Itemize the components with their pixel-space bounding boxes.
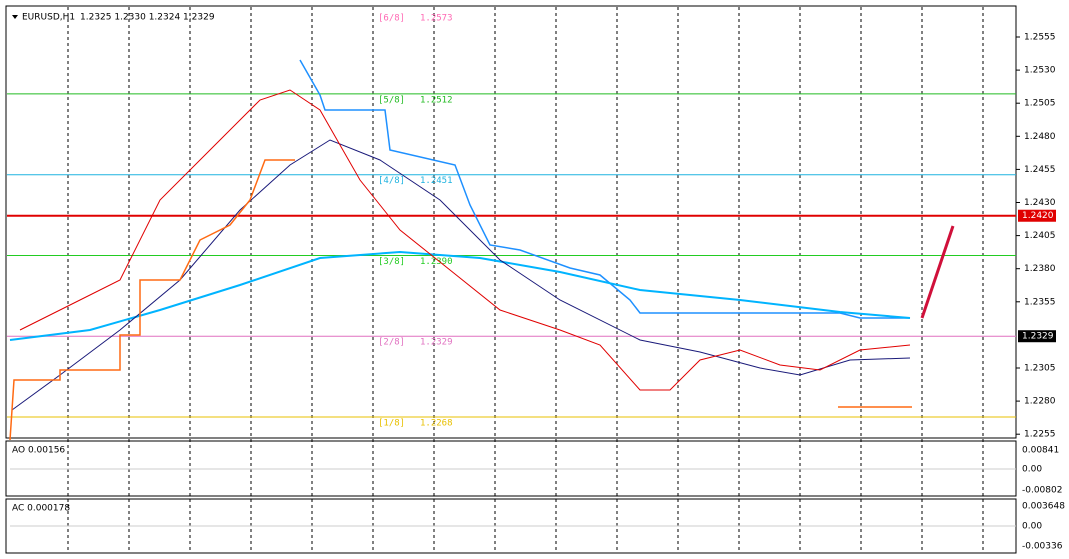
price-label: 1.2430	[1024, 198, 1056, 208]
price-marker	[1018, 209, 1056, 222]
mid-ma	[11, 139, 911, 411]
price-label: 1.2280	[1024, 397, 1056, 407]
ao-label: AO 0.00156	[12, 446, 65, 456]
level-price: 1.2329	[420, 338, 453, 348]
level-name: [5/8]	[378, 95, 405, 105]
ao-axis-label: 0.00	[1022, 465, 1042, 475]
ac-axis-label: 0.003648	[1022, 502, 1065, 512]
slow-ma	[9, 250, 911, 341]
channel-line	[299, 59, 910, 319]
price-label: 1.2530	[1024, 66, 1056, 76]
arrow	[920, 225, 955, 319]
price-label: 1.2505	[1024, 99, 1056, 109]
level-lines: [6/8] 1.2573 [5/8] 1.2512 [4/8] 1.2451 [3/8] 1.…	[7, 14, 1016, 428]
price-marker	[1018, 330, 1056, 343]
price-label: 1.2455	[1024, 165, 1056, 175]
ac-label: AC 0.000178	[12, 504, 70, 514]
price-label: 1.2305	[1024, 364, 1056, 374]
price-label: 1.2255	[1024, 430, 1056, 440]
level-price: 1.2268	[420, 418, 453, 428]
price-label: 1.2405	[1024, 231, 1056, 241]
level-price: 1.2390	[420, 257, 453, 267]
vertical-grid	[67, 7, 984, 553]
level-price: 1.2512	[420, 95, 453, 105]
ohlc: 1.2325 1.2330 1.2324 1.2329	[80, 13, 215, 23]
fast-ma	[19, 89, 911, 391]
menu-arrow[interactable]	[12, 15, 18, 19]
symbol: EURUSD,H1	[22, 13, 75, 23]
level-price: 1.2573	[420, 14, 453, 24]
main-pane	[5, 5, 1017, 439]
level-name: [6/8]	[378, 14, 405, 24]
ac-axis-label: -0.00336	[1022, 542, 1063, 552]
price-label: 1.2355	[1024, 297, 1056, 307]
price-label: 1.2480	[1024, 132, 1056, 142]
ao-axis-label: 0.00841	[1022, 446, 1059, 456]
price-label: 1.2555	[1024, 33, 1056, 43]
price-marker-label: 1.2420	[1022, 211, 1054, 221]
level-name: [2/8]	[378, 338, 405, 348]
price-axis: 1.2555 1.2530 1.2505 1.2480 1.2455 1.2430 1.24…	[1016, 33, 1065, 552]
level-name: [4/8]	[378, 176, 405, 186]
level-name: [1/8]	[378, 418, 405, 428]
price-marker-label: 1.2329	[1022, 332, 1054, 342]
price-label: 1.2380	[1024, 264, 1056, 274]
ao-axis-label: -0.00802	[1022, 486, 1062, 496]
level-price: 1.2451	[420, 176, 453, 186]
step-line	[9, 159, 295, 441]
level-name: [3/8]	[378, 257, 405, 267]
ac-axis-label: 0.00	[1022, 522, 1042, 532]
